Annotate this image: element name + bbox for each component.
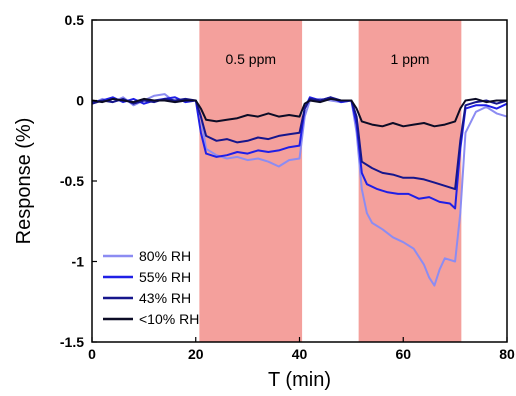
series-line-3: [91, 97, 507, 128]
shaded-region-0: [199, 20, 303, 342]
legend: 80% RH 55% RH 43% RH <10% RH: [103, 248, 199, 327]
region-label-1: 1 ppm: [391, 51, 430, 67]
y-tick-label-4: -1.5: [60, 334, 84, 350]
x-tick-label-4: 80: [499, 346, 515, 362]
x-tick-label-0: 0: [88, 346, 96, 362]
y-axis-title: Response (%): [13, 118, 35, 245]
series-lines: [91, 93, 508, 287]
x-tick-label-1: 20: [188, 346, 204, 362]
series-line-2: [91, 96, 508, 191]
legend-label-1: 55% RH: [139, 269, 191, 285]
shaded-region-1: [358, 20, 462, 342]
region-label-0: 0.5 ppm: [225, 51, 276, 67]
region-annotations: 0.5 ppm 1 ppm: [225, 51, 429, 67]
x-tick-label-2: 40: [292, 346, 308, 362]
axis-ticks: 0 20 40 60 80 0.5 0 -0.5 -1 -1.5: [60, 12, 515, 362]
y-tick-label-3: -1: [72, 254, 85, 270]
legend-label-0: 80% RH: [139, 248, 191, 264]
y-tick-label-1: 0: [76, 93, 84, 109]
legend-label-3: <10% RH: [139, 311, 199, 327]
shaded-regions: [199, 20, 462, 342]
legend-label-2: 43% RH: [139, 290, 191, 306]
y-tick-label-0: 0.5: [65, 12, 85, 28]
x-tick-label-3: 60: [395, 346, 411, 362]
y-tick-label-2: -0.5: [60, 173, 84, 189]
x-axis-title: T (min): [268, 369, 331, 391]
